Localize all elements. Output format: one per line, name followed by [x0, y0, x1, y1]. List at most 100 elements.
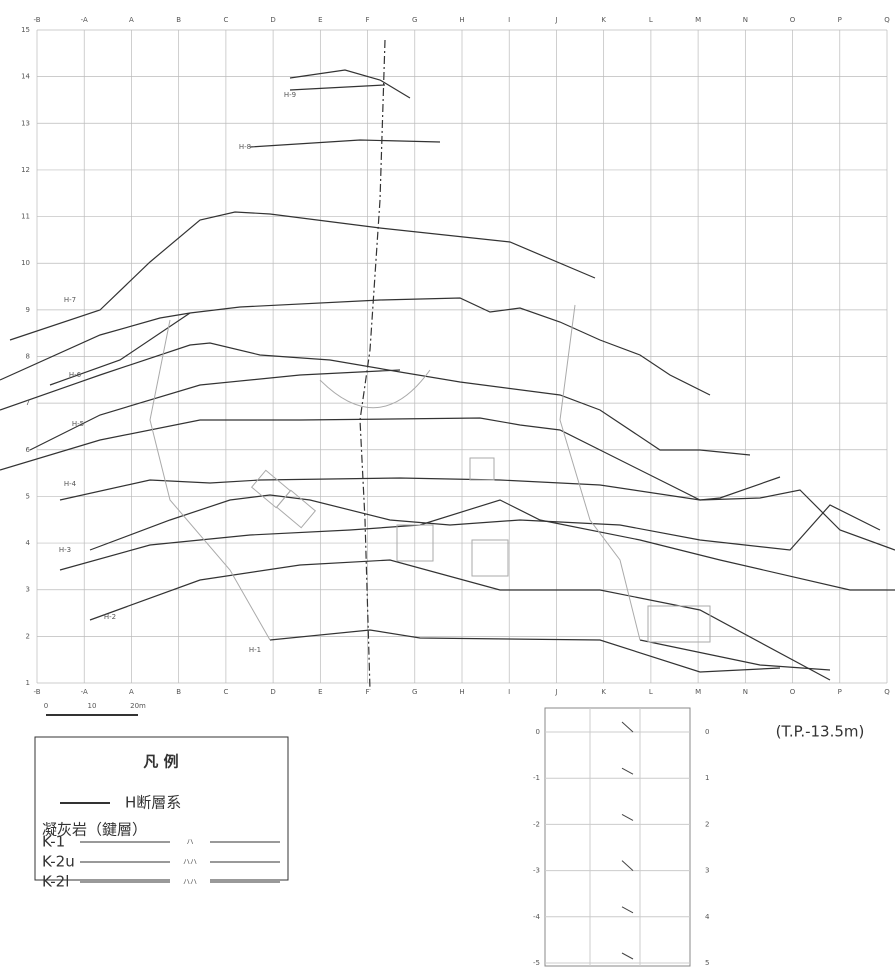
inset-strike	[621, 952, 634, 960]
fault-label: H-1	[249, 646, 261, 654]
column-label: D	[270, 688, 275, 696]
row-label: 11	[21, 213, 30, 221]
column-label: A	[129, 16, 134, 24]
column-label: Q	[884, 688, 890, 696]
column-label: C	[223, 688, 228, 696]
column-label: L	[649, 688, 653, 696]
inset-left-label: -1	[533, 774, 540, 782]
inset-strike	[621, 906, 634, 914]
column-label: M	[695, 688, 701, 696]
row-label: 8	[26, 353, 30, 361]
legend-gap	[170, 856, 210, 868]
inset-left-label: -3	[533, 867, 540, 875]
column-label: N	[743, 688, 748, 696]
column-label: -B	[33, 16, 40, 24]
legend	[34, 736, 289, 883]
column-label: J	[554, 688, 557, 696]
legend-fault: H断層系	[125, 794, 181, 812]
legend-layer-name: K-2l	[42, 873, 69, 891]
fault-label: H-7	[64, 296, 76, 304]
column-label: Q	[884, 16, 890, 24]
fault-label: H-9	[284, 91, 296, 99]
row-label: 14	[21, 73, 30, 81]
column-label: M	[695, 16, 701, 24]
fault-label: H-2	[104, 613, 116, 621]
row-label: 12	[21, 166, 30, 174]
legend-title: 凡 例	[143, 753, 178, 771]
column-label: G	[412, 16, 417, 24]
column-label: -B	[33, 688, 40, 696]
fault-label: H-3	[59, 546, 71, 554]
column-label: E	[318, 16, 322, 24]
column-label: B	[176, 16, 181, 24]
fault-label: H-5	[72, 420, 84, 428]
column-label: -A	[81, 688, 88, 696]
column-label: P	[838, 688, 842, 696]
legend-gap	[170, 876, 210, 888]
legend-layer-symbol: ハ	[187, 838, 194, 846]
row-label: 2	[26, 632, 30, 640]
column-label: F	[366, 16, 370, 24]
inset-frame	[544, 707, 691, 967]
inset-left-label: -4	[533, 913, 541, 921]
legend-layer-name: K-2u	[42, 853, 75, 871]
inset-left-label: -2	[533, 820, 540, 828]
column-label: H	[459, 688, 464, 696]
column-label: B	[176, 688, 181, 696]
inset-note: (T.P.-13.5m)	[776, 723, 865, 741]
column-label: J	[554, 16, 557, 24]
column-label: N	[743, 16, 748, 24]
inset-left-label: -5	[533, 959, 540, 967]
legend-layer-name: K-1	[42, 833, 65, 851]
column-label: C	[223, 16, 228, 24]
legend-gap	[170, 836, 210, 848]
inset-right-label: 0	[705, 728, 709, 736]
inset-strike	[621, 813, 634, 821]
grid	[36, 29, 888, 684]
row-label: 10	[21, 259, 30, 267]
row-label: 1	[26, 679, 30, 687]
column-label: E	[318, 688, 322, 696]
scale-label: 0	[44, 702, 48, 710]
inset-left-label: 0	[536, 728, 540, 736]
column-label: -A	[81, 16, 88, 24]
scale-label: 20m	[130, 702, 146, 710]
inset-strike	[621, 721, 634, 733]
legend-tuff-heading: 凝灰岩（鍵層）	[42, 821, 147, 839]
column-label: K	[601, 688, 606, 696]
inset-right-label: 3	[705, 867, 709, 875]
inset-right-label: 2	[705, 820, 709, 828]
column-label: H	[459, 16, 464, 24]
scale-label: 10	[88, 702, 97, 710]
row-label: 5	[26, 492, 30, 500]
legend-layer-symbol: ハハ	[183, 878, 197, 886]
row-label: 6	[26, 446, 31, 454]
inset-strike	[621, 860, 634, 871]
fault-lines	[0, 39, 895, 691]
fault-label: H-8	[239, 143, 251, 151]
row-label: 15	[21, 26, 30, 34]
row-label: 4	[26, 539, 31, 547]
column-label: O	[790, 16, 796, 24]
inset-right-label: 1	[705, 774, 709, 782]
column-label: I	[508, 688, 510, 696]
column-label: P	[838, 16, 842, 24]
legend-layer-symbol: ハハ	[183, 858, 197, 866]
column-label: F	[366, 688, 370, 696]
column-label: A	[129, 688, 134, 696]
row-label: 3	[26, 586, 30, 594]
inset-right-label: 4	[705, 913, 710, 921]
fault-label: H-4	[64, 480, 77, 488]
fault-label: H-6	[69, 371, 82, 379]
row-label: 7	[26, 399, 30, 407]
column-label: O	[790, 688, 796, 696]
column-label: D	[270, 16, 275, 24]
column-label: G	[412, 688, 417, 696]
column-label: K	[601, 16, 606, 24]
column-label: L	[649, 16, 653, 24]
inset-right-label: 5	[705, 959, 709, 967]
row-label: 13	[21, 119, 30, 127]
row-label: 9	[26, 306, 30, 314]
column-label: I	[508, 16, 510, 24]
